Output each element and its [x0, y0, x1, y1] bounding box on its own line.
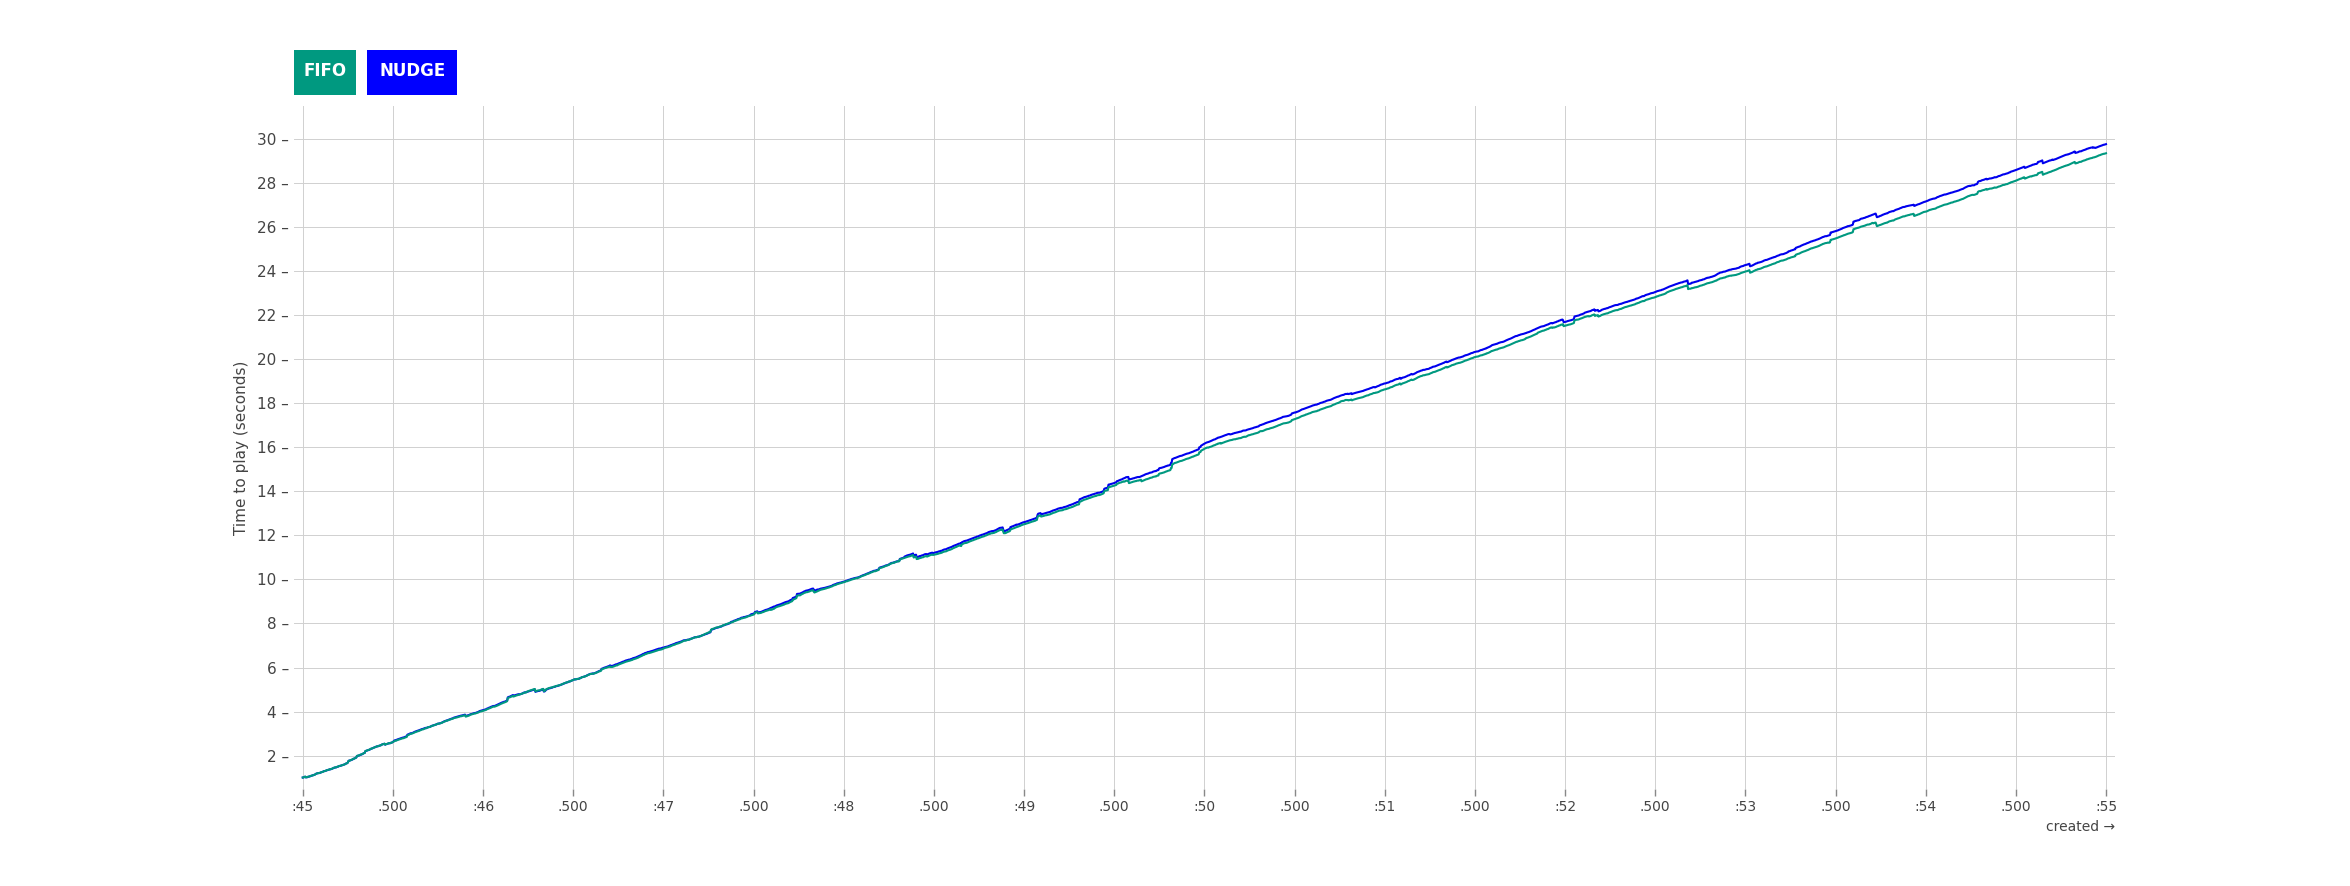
FancyBboxPatch shape [367, 50, 458, 95]
Text: NUDGE: NUDGE [378, 62, 444, 80]
Text: FIFO: FIFO [303, 62, 345, 80]
FancyBboxPatch shape [294, 50, 355, 95]
X-axis label: created →: created → [2047, 820, 2115, 834]
Y-axis label: Time to play (seconds): Time to play (seconds) [233, 361, 249, 534]
